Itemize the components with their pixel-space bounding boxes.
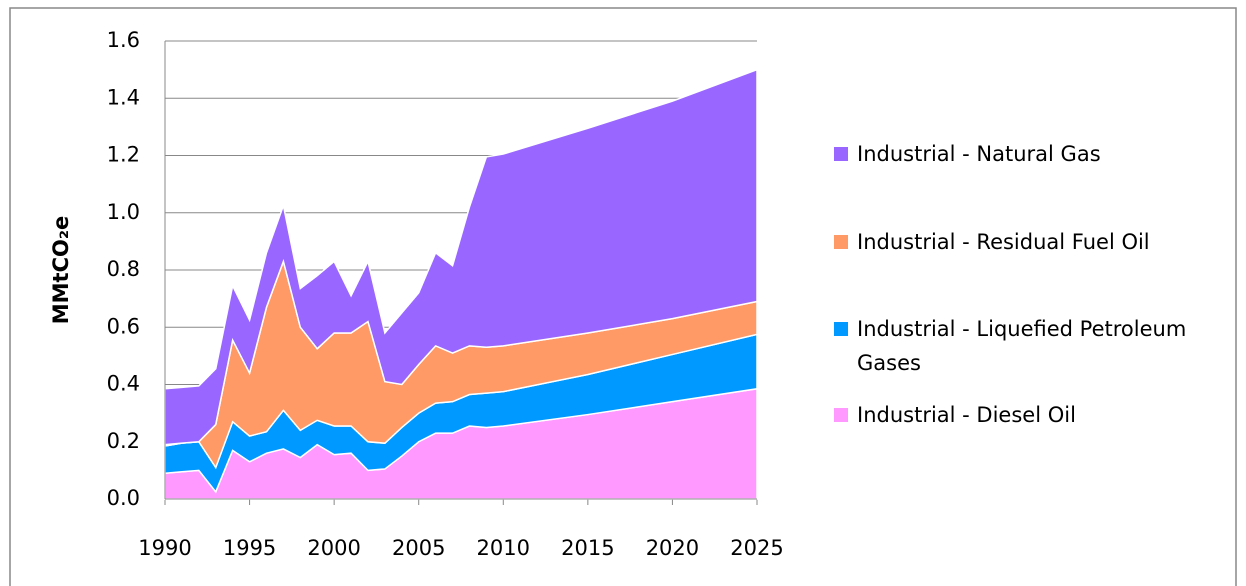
x-tick-label: 2025 <box>730 536 783 560</box>
x-tick-label: 1990 <box>138 536 191 560</box>
legend-label: Industrial - Diesel Oil <box>857 403 1076 427</box>
y-tick-label: 0.0 <box>107 486 140 510</box>
legend-item: Industrial - Diesel Oil <box>834 398 1234 432</box>
x-tick-label: 2020 <box>646 536 699 560</box>
frame <box>9 7 1237 586</box>
legend-label: Industrial - Liquefied Petroleum Gases <box>857 317 1187 375</box>
y-tick-label: 0.8 <box>107 257 140 281</box>
legend-swatch <box>834 147 848 161</box>
y-tick-label: 0.4 <box>107 372 140 396</box>
y-tick-label: 1.6 <box>107 28 140 52</box>
legend-swatch <box>834 322 848 336</box>
y-tick-label: 0.2 <box>107 429 140 453</box>
x-tick-label: 1995 <box>223 536 276 560</box>
legend-item: Industrial - Natural Gas <box>834 137 1234 171</box>
legend-item: Industrial - Residual Fuel Oil <box>834 225 1234 259</box>
y-tick-label: 0.6 <box>107 314 140 338</box>
legend-item: Industrial - Liquefied Petroleum Gases <box>834 312 1234 380</box>
y-tick-label: 1.2 <box>107 143 140 167</box>
legend-swatch <box>834 408 848 422</box>
legend-swatch <box>834 235 848 249</box>
legend-label: Industrial - Natural Gas <box>857 142 1101 166</box>
x-tick-label: 2005 <box>392 536 445 560</box>
legend-label: Industrial - Residual Fuel Oil <box>857 230 1150 254</box>
y-tick-label: 1.0 <box>107 200 140 224</box>
y-axis-label: MMtCO₂e <box>49 216 73 325</box>
x-tick-label: 2000 <box>307 536 360 560</box>
y-tick-label: 1.4 <box>107 85 140 109</box>
x-tick-label: 2015 <box>561 536 614 560</box>
x-tick-label: 2010 <box>477 536 530 560</box>
area <box>164 68 758 446</box>
